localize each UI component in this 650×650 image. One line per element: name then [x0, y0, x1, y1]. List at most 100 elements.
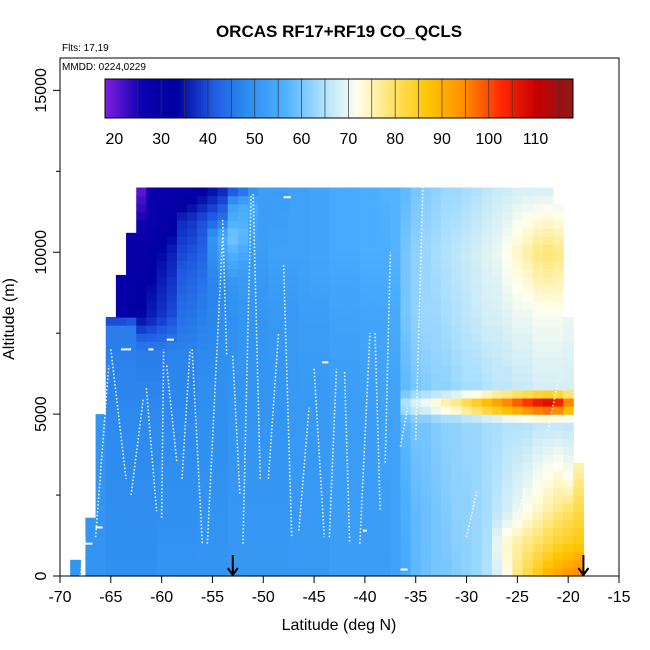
- heatmap-cell: [390, 195, 402, 205]
- heatmap-cell: [410, 462, 422, 472]
- heatmap-cell: [461, 333, 473, 342]
- heatmap-cell: [390, 438, 402, 448]
- heatmap-cell: [339, 244, 351, 253]
- heatmap-cell: [126, 543, 137, 553]
- heatmap-cell: [319, 478, 330, 488]
- heatmap-cell: [349, 559, 361, 569]
- heatmap-cell: [451, 284, 463, 294]
- heatmap-cell: [471, 503, 483, 512]
- heatmap-cell: [542, 187, 554, 197]
- heatmap-cell: [491, 470, 503, 480]
- heatmap-cell: [126, 567, 137, 577]
- heatmap-cell: [400, 430, 412, 439]
- heatmap-cell: [278, 535, 290, 545]
- heatmap-cell: [237, 260, 249, 270]
- heatmap-cell: [532, 341, 544, 350]
- heatmap-cell: [146, 211, 158, 221]
- heatmap-cell: [197, 389, 208, 399]
- heatmap-cell: [319, 446, 330, 456]
- heatmap-cell: [237, 389, 249, 399]
- heatmap-cell: [197, 219, 208, 229]
- heatmap-cell: [573, 543, 585, 553]
- heatmap-cell: [248, 422, 259, 431]
- heatmap-cell: [542, 195, 554, 205]
- heatmap-cell: [227, 389, 239, 399]
- heatmap-cell: [461, 406, 473, 415]
- heatmap-cell: [217, 187, 229, 197]
- heatmap-cell: [491, 195, 503, 205]
- heatmap-cell: [349, 422, 361, 431]
- heatmap-cell: [258, 422, 269, 431]
- heatmap-cell: [248, 438, 259, 448]
- heatmap-cell: [207, 203, 219, 213]
- heatmap-cell: [461, 535, 473, 545]
- heatmap-cell: [471, 446, 483, 456]
- colorbar-swatch: [463, 79, 466, 118]
- heatmap-cell: [339, 551, 351, 561]
- heatmap-cell: [410, 527, 422, 537]
- heatmap-cell: [451, 292, 463, 302]
- heatmap-cell: [176, 527, 188, 537]
- heatmap-cell: [136, 567, 147, 577]
- heatmap-cell: [146, 236, 158, 245]
- heatmap-cell: [563, 511, 574, 520]
- heatmap-cell: [197, 325, 208, 334]
- heatmap-cell: [166, 373, 178, 383]
- heatmap-cell: [166, 252, 178, 261]
- colorbar-swatch: [388, 79, 391, 118]
- heatmap-cell: [146, 559, 158, 569]
- heatmap-cell: [451, 527, 463, 537]
- heatmap-cell: [288, 389, 300, 399]
- heatmap-cell: [502, 559, 513, 569]
- heatmap-cell: [451, 470, 463, 480]
- heatmap-cell: [369, 470, 381, 480]
- heatmap-cell: [410, 486, 422, 496]
- heatmap-cell: [156, 559, 168, 569]
- flight-track-segment: [359, 333, 371, 544]
- heatmap-cell: [542, 357, 554, 367]
- heatmap-cell: [187, 543, 198, 553]
- heatmap-cell: [410, 381, 422, 391]
- heatmap-cell: [552, 373, 564, 383]
- heatmap-cell: [522, 470, 534, 480]
- heatmap-cell: [319, 284, 330, 294]
- heatmap-cell: [441, 252, 452, 261]
- heatmap-cell: [491, 333, 503, 342]
- heatmap-cell: [258, 187, 269, 197]
- heatmap-cell: [95, 527, 107, 537]
- heatmap-cell: [166, 551, 178, 561]
- heatmap-cell: [278, 527, 290, 537]
- heatmap-cell: [471, 236, 483, 245]
- heatmap-cell: [126, 527, 137, 537]
- heatmap-cell: [268, 292, 280, 302]
- heatmap-cell: [349, 308, 361, 318]
- heatmap-cell: [441, 203, 452, 213]
- heatmap-cell: [227, 341, 239, 350]
- heatmap-cell: [258, 325, 269, 334]
- heatmap-cell: [329, 325, 341, 334]
- heatmap-cell: [542, 381, 554, 391]
- heatmap-cell: [207, 365, 219, 375]
- heatmap-cell: [461, 527, 473, 537]
- heatmap-cell: [491, 381, 503, 391]
- heatmap-cell: [420, 203, 432, 213]
- heatmap-cell: [481, 535, 493, 545]
- colorbar-swatch: [378, 79, 382, 118]
- heatmap-cell: [552, 503, 564, 512]
- heatmap-cell: [319, 252, 330, 261]
- heatmap-cell: [461, 373, 473, 383]
- heatmap-cell: [258, 211, 269, 221]
- heatmap-cell: [156, 462, 168, 472]
- colorbar-swatch: [385, 79, 389, 118]
- heatmap-cell: [552, 341, 564, 350]
- heatmap-cell: [126, 462, 137, 472]
- heatmap-cell: [237, 373, 249, 383]
- heatmap-cell: [390, 559, 402, 569]
- heatmap-cell: [319, 535, 330, 545]
- colorbar-swatch: [540, 79, 544, 118]
- heatmap-cell: [390, 543, 402, 553]
- colorbar-swatch: [203, 79, 207, 118]
- heatmap-cell: [309, 333, 320, 342]
- heatmap-cell: [410, 495, 422, 504]
- x-tick-label: -65: [99, 589, 122, 606]
